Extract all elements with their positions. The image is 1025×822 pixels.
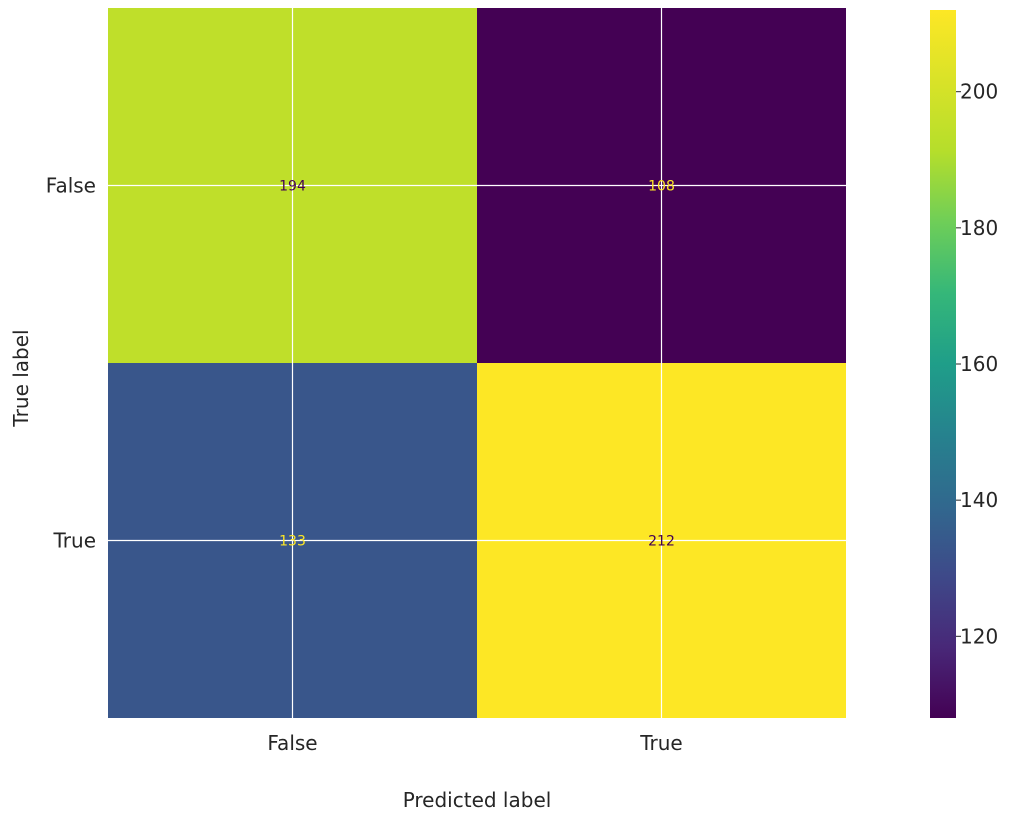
heatmap-cells — [108, 8, 846, 718]
colorbar-tick-label: 160 — [960, 352, 998, 376]
cell-value-label: 194 — [279, 179, 306, 195]
grid-lines — [108, 8, 846, 718]
colorbar-tick-label: 120 — [960, 624, 998, 648]
y-tick-label: False — [46, 174, 96, 198]
cell-value-labels: 194 108 133 212 — [279, 179, 675, 550]
colorbar-tick-label: 180 — [960, 216, 998, 240]
colorbar-tick-label: 200 — [960, 80, 998, 104]
y-axis-tick-labels: False True — [46, 174, 96, 553]
x-tick-label: False — [267, 731, 317, 755]
cell-value-label: 133 — [279, 534, 306, 550]
x-axis-label: Predicted label — [403, 788, 552, 812]
y-axis-label: True label — [9, 329, 33, 427]
cell-value-label: 212 — [648, 534, 675, 550]
cell-value-label: 108 — [648, 179, 675, 195]
y-tick-label: True — [53, 529, 96, 553]
colorbar-tick-label: 140 — [960, 488, 998, 512]
colorbar-ticks: 120 140 160 180 200 — [956, 80, 998, 648]
x-axis-tick-labels: False True — [267, 731, 682, 755]
colorbar — [930, 10, 956, 718]
x-tick-label: True — [639, 731, 682, 755]
